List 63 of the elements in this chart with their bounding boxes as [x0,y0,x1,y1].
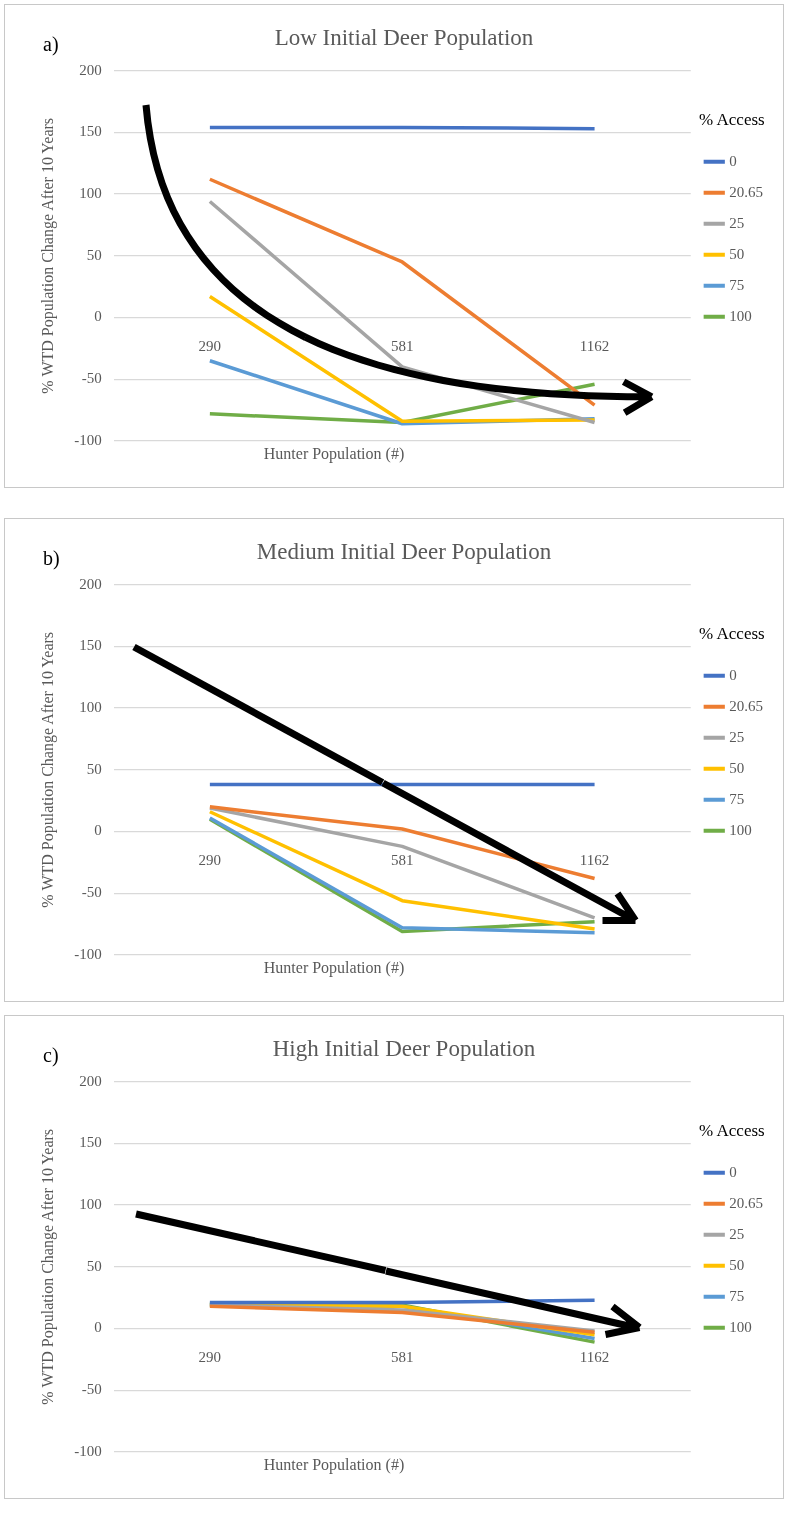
y-tick-label: 100 [79,699,102,715]
legend-title: % Access [699,109,765,129]
y-axis-title: % WTD Population Change After 10 Years [38,1128,57,1405]
y-tick-label: -100 [74,945,102,962]
y-tick-label: 150 [79,123,102,140]
text: b) [43,547,60,570]
x-tick-label: 290 [198,1349,222,1366]
y-tick-label: -50 [81,884,102,901]
legend-label: 100 [729,307,752,324]
legend-label: 20.65 [729,183,763,200]
y-tick-label: 50 [86,246,102,263]
x-axis-title: Hunter Population (#) [263,445,405,462]
x-tick-label: 290 [198,852,222,869]
chart-title: High Initial Deer Population [272,1035,536,1061]
y-tick-label: 100 [79,1196,102,1212]
text: c) [43,1044,59,1067]
y-tick-label: -50 [81,370,102,387]
legend-label: 0 [729,152,737,169]
legend-label: 100 [729,1318,752,1335]
x-tick-label: 581 [390,1349,414,1366]
chart-title: Medium Initial Deer Population [256,538,552,564]
legend-label: 75 [729,276,745,293]
y-tick-label: -100 [74,1442,102,1459]
y-tick-label: 150 [79,1134,102,1151]
legend-label: 25 [729,214,745,231]
y-axis-title: % WTD Population Change After 10 Years [38,117,57,394]
legend-title: % Access [699,623,765,643]
legend-label: 25 [729,728,745,745]
y-tick-label: 200 [79,1072,102,1089]
y-tick-label: -100 [74,431,102,448]
y-tick-label: 200 [79,61,102,78]
chart-title: Low Initial Deer Population [274,24,534,50]
y-tick-label: 200 [79,575,102,592]
x-tick-label: 1162 [579,852,610,869]
y-tick-label: 150 [79,637,102,654]
y-tick-label: 0 [94,1319,102,1336]
x-axis-title: Hunter Population (#) [263,959,405,976]
y-tick-label: 50 [86,1257,102,1274]
legend-label: 20.65 [729,1194,763,1211]
y-axis-title: % WTD Population Change After 10 Years [38,631,57,908]
x-tick-label: 1162 [579,1349,610,1366]
y-tick-label: -50 [81,1381,102,1398]
y-tick-label: 0 [94,308,102,325]
x-tick-label: 1162 [579,338,610,355]
x-tick-label: 290 [198,338,222,355]
legend-label: 0 [729,666,737,683]
x-axis-title: Hunter Population (#) [263,1456,405,1473]
text: a) [43,33,59,56]
y-tick-label: 0 [94,822,102,839]
legend-label: 20.65 [729,697,763,714]
legend-label: 50 [729,759,745,776]
legend-label: 100 [729,821,752,838]
x-tick-label: 581 [390,852,414,869]
legend-label: 25 [729,1225,745,1242]
legend-label: 75 [729,790,745,807]
legend-label: 0 [729,1163,737,1180]
legend-title: % Access [699,1120,765,1140]
legend-label: 50 [729,1256,745,1273]
y-tick-label: 100 [79,185,102,201]
y-tick-label: 50 [86,760,102,777]
legend-label: 75 [729,1287,745,1304]
legend-label: 50 [729,245,745,262]
x-tick-label: 581 [390,338,414,355]
